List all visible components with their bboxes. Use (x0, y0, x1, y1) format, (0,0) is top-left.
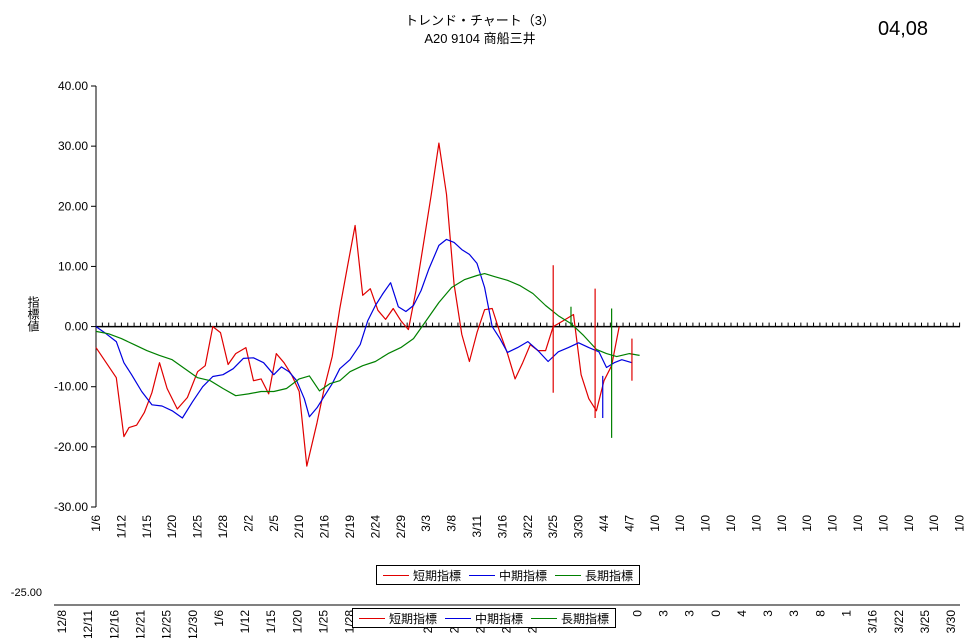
x-tick-label: 1/0 (724, 515, 738, 532)
x-tick-label: 1/0 (927, 515, 941, 532)
legend-item-long: 長期指標 (555, 567, 633, 584)
series-line-long (95, 273, 640, 397)
ghost-legend-item-mid: 中期指標 (445, 610, 523, 627)
x-tick-label: 1/6 (89, 515, 103, 532)
ghost-x-tick-label: 0 (709, 610, 723, 617)
x-tick-label: 4/4 (597, 515, 611, 532)
x-tick-label: 2/2 (241, 515, 255, 532)
ghost-y-tick-label: -25.00 (11, 587, 42, 599)
x-tick-label: 2/24 (368, 515, 382, 539)
ghost-x-tick-label: 3 (656, 610, 670, 617)
y-tick-label: -30.00 (54, 500, 88, 514)
ghost-x-tick-label: 1/6 (212, 610, 226, 627)
legend-item-mid: 中期指標 (469, 567, 547, 584)
x-tick-label: 1/28 (216, 515, 230, 539)
ghost-x-tick-label: 3 (761, 610, 775, 617)
x-tick-label: 3/3 (419, 515, 433, 532)
x-tick-label: 1/0 (953, 515, 967, 532)
x-tick-label: 3/22 (521, 515, 535, 539)
x-tick-label: 1/0 (800, 515, 814, 532)
ghost-x-tick-label: 12/25 (160, 610, 174, 638)
ghost-x-tick-label: 4 (735, 610, 749, 617)
ghost-x-tick-label: 3/16 (866, 610, 880, 634)
x-tick-label: 3/11 (470, 515, 484, 538)
chart-title-line1: トレンド・チャート（3） (404, 13, 556, 28)
x-tick-label: 1/0 (648, 515, 662, 532)
ghost-x-tick-label: 8 (813, 610, 827, 617)
x-tick-label: 2/10 (292, 515, 306, 539)
x-tick-label: 4/7 (622, 515, 636, 532)
x-tick-label: 1/0 (851, 515, 865, 532)
x-tick-label: 1/0 (902, 515, 916, 532)
ghost-x-tick-label: 3 (683, 610, 697, 617)
ghost-x-tick-label: 3 (787, 610, 801, 617)
corner-code: 04,08 (878, 18, 929, 40)
ghost-x-tick-label: 1/25 (317, 610, 331, 634)
chart-title-line2: A20 9104 商船三井 (424, 31, 536, 46)
x-tick-label: 1/0 (826, 515, 840, 532)
x-tick-label: 1/0 (699, 515, 713, 532)
x-tick-label: 2/19 (343, 515, 357, 539)
x-tick-label: 2/29 (394, 515, 408, 539)
y-tick-label: 0.00 (65, 320, 89, 334)
ghost-x-tick-label: 12/30 (186, 610, 200, 638)
y-tick-label: 30.00 (58, 139, 88, 153)
ghost-x-tick-label: 3/22 (892, 610, 906, 634)
y-axis-label: 指標値 (26, 296, 40, 332)
legend-item-short: 短期指標 (383, 567, 461, 584)
ghost-x-tick-label: 12/21 (133, 610, 147, 638)
ghost-x-tick-label: 12/8 (55, 610, 69, 634)
ghost-x-tick-label: 3/30 (944, 610, 958, 634)
ghost-x-tick-label: 0 (630, 610, 644, 617)
series-line-mid (95, 238, 633, 419)
ghost-x-tick-label: 12/11 (81, 610, 95, 638)
x-tick-label: 1/0 (876, 515, 890, 532)
ghost-x-tick-label: 12/16 (107, 610, 121, 638)
y-tick-label: 20.00 (58, 199, 88, 213)
chart-title: トレンド・チャート（3） A20 9104 商船三井 (0, 12, 960, 48)
ghost-legend-item-short: 短期指標 (359, 610, 437, 627)
x-tick-label: 3/30 (572, 515, 586, 539)
x-tick-label: 1/12 (114, 515, 128, 539)
ghost-legend: 短期指標 中期指標 長期指標 (352, 608, 617, 628)
x-tick-label: 3/8 (445, 515, 459, 532)
x-tick-label: 2/16 (318, 515, 332, 539)
ghost-x-tick-label: 1 (840, 610, 854, 617)
x-tick-label: 3/16 (495, 515, 509, 539)
x-tick-label: 1/20 (165, 515, 179, 539)
ghost-x-tick-label: 1/20 (290, 610, 304, 634)
y-tick-label: 40.00 (58, 79, 88, 93)
y-tick-label: 10.00 (58, 259, 88, 273)
legend: 短期指標 中期指標 長期指標 (376, 565, 641, 585)
ghost-x-tick-label: 1/15 (264, 610, 278, 634)
ghost-x-tick-label: 3/25 (918, 610, 932, 634)
x-tick-label: 1/0 (749, 515, 763, 532)
ghost-x-tick-label: 1/12 (238, 610, 252, 634)
x-tick-label: 2/5 (267, 515, 281, 532)
series-line-short (95, 142, 620, 467)
x-tick-label: 1/0 (775, 515, 789, 532)
x-tick-label: 1/15 (140, 515, 154, 539)
x-tick-label: 1/25 (191, 515, 205, 539)
x-tick-label: 1/0 (673, 515, 687, 532)
ghost-legend-item-long: 長期指標 (531, 610, 609, 627)
y-tick-label: -20.00 (54, 440, 88, 454)
y-tick-label: -10.00 (54, 380, 88, 394)
x-tick-label: 3/25 (546, 515, 560, 539)
